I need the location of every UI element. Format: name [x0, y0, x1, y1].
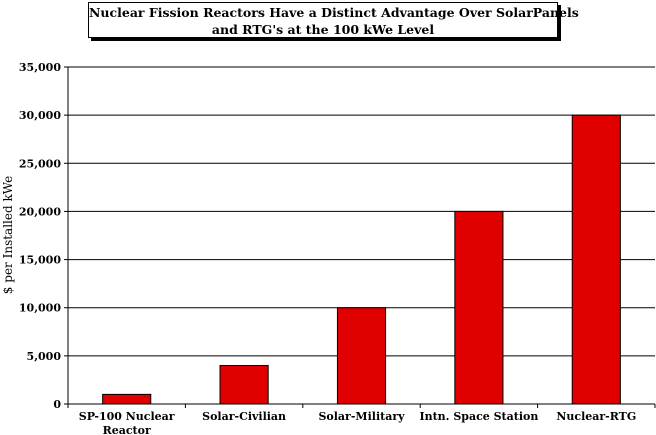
x-tick-label: Solar-Military [318, 410, 405, 423]
y-tick-label: 30,000 [19, 109, 61, 122]
x-tick-label: Intn. Space Station [419, 410, 538, 423]
y-tick-label: 20,000 [19, 205, 61, 218]
gridlines [68, 66, 655, 357]
y-tick-label: 5,000 [27, 350, 62, 363]
chart-title: Nuclear Fission Reactors Have a Distinct… [88, 2, 579, 38]
y-axis-label: $ per Installed kWe [1, 176, 15, 294]
bars [102, 114, 621, 405]
y-tick-label: 10,000 [19, 302, 61, 315]
y-tick-labels: 0 5,000 10,000 15,000 20,000 25,000 30,000 35,0… [19, 61, 61, 411]
bar [454, 210, 504, 405]
bar [336, 307, 387, 405]
bar [571, 114, 621, 405]
y-tick-label: 0 [53, 398, 61, 411]
chart-title-line-1: Nuclear Fission Reactors Have a Distinct… [89, 5, 579, 20]
x-tick-label: SP-100 Nuclear [79, 410, 175, 423]
axes [64, 66, 656, 408]
y-tick-label: 25,000 [19, 157, 61, 170]
y-tick-label: 35,000 [19, 61, 61, 74]
x-tick-label: Nuclear-RTG [556, 410, 636, 423]
y-tick-label: 15,000 [19, 254, 61, 267]
chart-title-line-2: and RTG's at the 100 kWe Level [211, 22, 435, 37]
bar [219, 364, 269, 405]
bar [102, 393, 152, 405]
x-tick-label: Solar-Civilian [202, 410, 286, 423]
x-tick-label: Reactor [103, 424, 151, 435]
